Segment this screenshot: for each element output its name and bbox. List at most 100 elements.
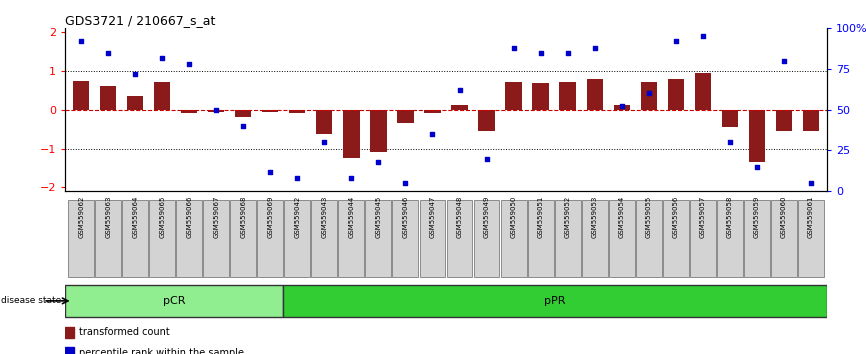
Bar	[559, 82, 576, 110]
Text: transformed count: transformed count	[80, 327, 171, 337]
FancyBboxPatch shape	[527, 200, 553, 277]
FancyBboxPatch shape	[204, 200, 229, 277]
FancyBboxPatch shape	[312, 200, 338, 277]
Text: pPR: pPR	[544, 296, 565, 306]
FancyBboxPatch shape	[257, 200, 283, 277]
Point	[669, 39, 682, 44]
Bar	[451, 105, 468, 110]
Text: GSM559060: GSM559060	[781, 196, 787, 238]
Text: GSM559045: GSM559045	[376, 196, 381, 238]
Point	[372, 159, 385, 165]
FancyBboxPatch shape	[582, 200, 608, 277]
Bar	[289, 110, 306, 113]
FancyBboxPatch shape	[609, 200, 635, 277]
Point	[750, 164, 764, 170]
Bar	[803, 110, 819, 131]
Text: pCR: pCR	[163, 296, 185, 306]
Point	[290, 175, 304, 181]
Text: GSM559068: GSM559068	[240, 196, 246, 238]
Text: GSM559064: GSM559064	[132, 196, 139, 238]
Point	[480, 156, 494, 161]
Bar	[695, 73, 711, 110]
FancyBboxPatch shape	[122, 200, 148, 277]
Bar	[371, 110, 386, 152]
Text: GSM559067: GSM559067	[213, 196, 219, 238]
Bar	[721, 110, 738, 127]
Text: GSM559051: GSM559051	[538, 196, 544, 238]
FancyBboxPatch shape	[284, 200, 310, 277]
Text: GSM559065: GSM559065	[159, 196, 165, 238]
Bar	[668, 79, 684, 110]
FancyBboxPatch shape	[771, 200, 797, 277]
Bar	[127, 96, 143, 110]
Bar	[533, 84, 549, 110]
Text: GDS3721 / 210667_s_at: GDS3721 / 210667_s_at	[65, 14, 216, 27]
Point	[345, 175, 359, 181]
FancyBboxPatch shape	[554, 200, 580, 277]
Bar	[65, 327, 74, 338]
Text: GSM559057: GSM559057	[700, 196, 706, 238]
Text: GSM559062: GSM559062	[78, 196, 84, 238]
Bar	[641, 82, 656, 110]
Point	[318, 139, 332, 145]
Point	[588, 45, 602, 51]
Bar	[397, 110, 414, 123]
Text: GSM559058: GSM559058	[727, 196, 733, 238]
Text: GSM559055: GSM559055	[646, 196, 652, 238]
Bar	[73, 81, 89, 110]
Point	[642, 91, 656, 96]
Point	[398, 180, 412, 186]
FancyBboxPatch shape	[282, 285, 827, 317]
Bar	[65, 347, 74, 354]
FancyBboxPatch shape	[501, 200, 527, 277]
Bar	[749, 110, 765, 162]
Point	[804, 180, 818, 186]
FancyBboxPatch shape	[419, 200, 445, 277]
Point	[210, 107, 223, 113]
Text: GSM559042: GSM559042	[294, 196, 301, 238]
Point	[533, 50, 547, 56]
Text: GSM559059: GSM559059	[753, 196, 759, 238]
FancyBboxPatch shape	[636, 200, 662, 277]
FancyBboxPatch shape	[339, 200, 365, 277]
Point	[777, 58, 791, 64]
Bar	[478, 110, 494, 131]
Text: GSM559044: GSM559044	[348, 196, 354, 238]
FancyBboxPatch shape	[177, 200, 203, 277]
Bar	[236, 110, 251, 117]
Point	[695, 34, 709, 39]
FancyBboxPatch shape	[744, 200, 770, 277]
Point	[155, 55, 169, 61]
Bar	[776, 110, 792, 131]
Text: GSM559053: GSM559053	[591, 196, 598, 238]
Text: percentile rank within the sample: percentile rank within the sample	[80, 348, 244, 354]
Bar	[181, 110, 197, 113]
FancyBboxPatch shape	[392, 200, 418, 277]
Point	[263, 169, 277, 175]
FancyBboxPatch shape	[65, 285, 282, 317]
FancyBboxPatch shape	[365, 200, 391, 277]
Point	[507, 45, 520, 51]
Text: GSM559066: GSM559066	[186, 196, 192, 238]
Text: GSM559054: GSM559054	[618, 196, 624, 238]
Point	[560, 50, 574, 56]
Point	[74, 39, 88, 44]
FancyBboxPatch shape	[68, 200, 94, 277]
FancyBboxPatch shape	[447, 200, 473, 277]
FancyBboxPatch shape	[149, 200, 175, 277]
Bar	[424, 110, 441, 113]
Bar	[343, 110, 359, 158]
Point	[183, 61, 197, 67]
Bar	[506, 82, 521, 110]
FancyBboxPatch shape	[95, 200, 121, 277]
Text: GSM559048: GSM559048	[456, 196, 462, 238]
Text: GSM559050: GSM559050	[511, 196, 516, 238]
Point	[615, 104, 629, 109]
Point	[723, 139, 737, 145]
FancyBboxPatch shape	[230, 200, 256, 277]
Point	[236, 123, 250, 129]
Text: GSM559052: GSM559052	[565, 196, 571, 238]
Bar	[262, 110, 279, 112]
Bar	[208, 110, 224, 112]
Bar	[100, 86, 116, 110]
